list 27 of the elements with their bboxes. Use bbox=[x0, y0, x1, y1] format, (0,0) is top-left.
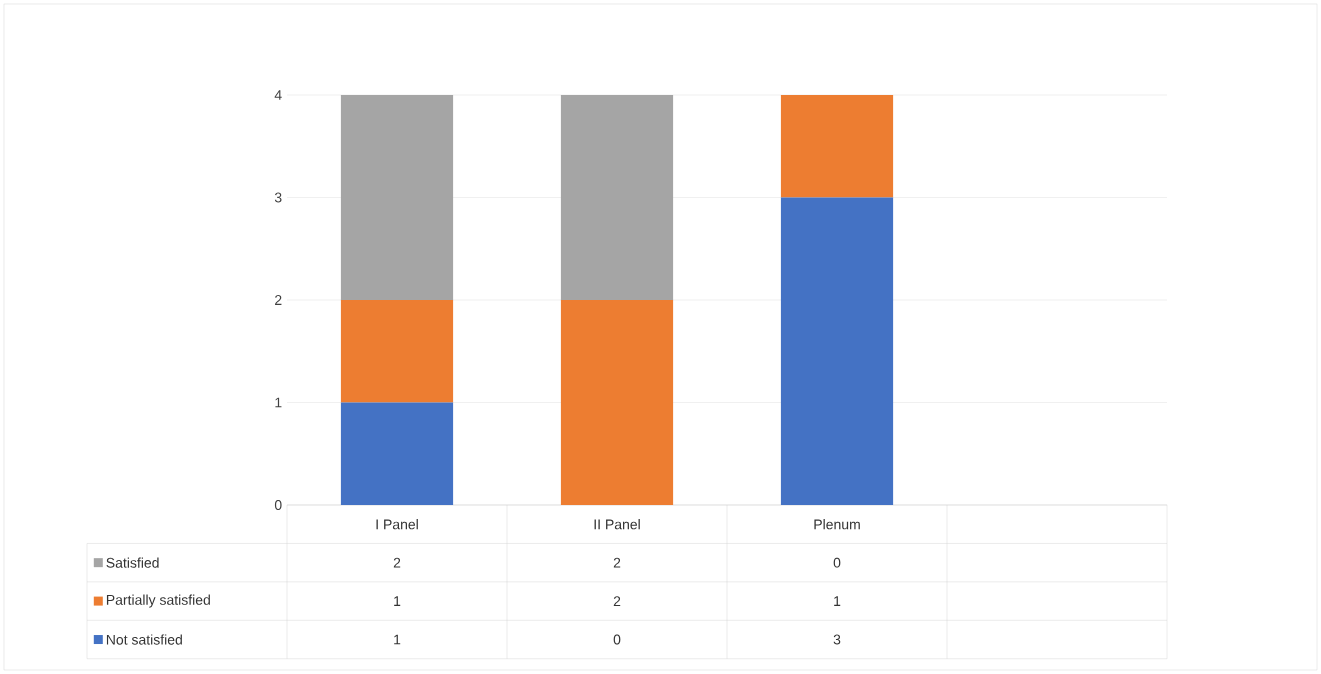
data-label: 2 bbox=[393, 557, 401, 568]
x-tick-label: I Panel bbox=[376, 519, 418, 530]
bar bbox=[560, 95, 674, 300]
y-tick-label: 1 bbox=[275, 397, 282, 408]
data-label: 0 bbox=[613, 634, 621, 645]
legend-label: Partially satisfied bbox=[106, 594, 210, 608]
legend-label: Not satisfied bbox=[106, 634, 182, 645]
data-label: 1 bbox=[394, 634, 401, 645]
bar bbox=[780, 95, 894, 198]
y-tick-label: 4 bbox=[274, 90, 282, 100]
bar bbox=[780, 197, 894, 505]
legend-label: Satisfied bbox=[106, 557, 159, 568]
data-label: 2 bbox=[613, 557, 621, 568]
bar bbox=[560, 300, 674, 505]
bar bbox=[340, 300, 454, 403]
y-tick-label: 2 bbox=[275, 295, 282, 305]
bar bbox=[340, 95, 454, 300]
y-tick-label: 3 bbox=[274, 192, 282, 203]
bar bbox=[340, 402, 454, 505]
data-label: 1 bbox=[834, 596, 841, 606]
x-tick-label: Plenum bbox=[814, 519, 860, 530]
data-label: 0 bbox=[833, 557, 841, 568]
data-label: 2 bbox=[613, 596, 621, 606]
data-label: 1 bbox=[394, 596, 401, 606]
data-label: 3 bbox=[833, 634, 841, 645]
x-tick-label: II Panel bbox=[594, 519, 640, 530]
y-tick-label: 0 bbox=[274, 500, 282, 510]
